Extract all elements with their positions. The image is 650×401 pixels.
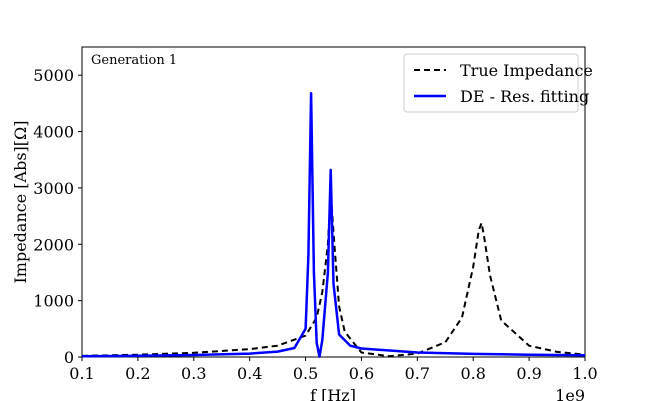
x-tick-label: 0.9 [516, 364, 541, 383]
x-tick-label: 0.6 [349, 364, 374, 383]
y-tick-label: 3000 [33, 179, 74, 198]
legend-label-true-impedance: True Impedance [460, 61, 593, 80]
series-line-de-res-fitting [81, 91, 586, 358]
generation-annotation: Generation 1 [91, 53, 177, 68]
y-axis-label: Impedance [Abs][Ω] [11, 120, 30, 283]
x-tick-label: 0.8 [460, 364, 485, 383]
x-axis-ticks: 0.1 0.2 0.3 0.4 0.5 0.6 0.7 0.8 0.9 1.0 [69, 357, 598, 383]
x-tick-label: 1.0 [572, 364, 597, 383]
x-axis-multiplier: 1e9 [555, 386, 585, 401]
x-tick-label: 0.4 [237, 364, 262, 383]
legend-box [403, 53, 579, 113]
legend-label-de-res-fitting: DE - Res. fitting [460, 87, 589, 106]
x-tick-label: 0.3 [181, 364, 206, 383]
legend: True Impedance DE - Res. fitting [403, 53, 593, 113]
x-tick-label: 0.1 [69, 364, 94, 383]
y-tick-label: 1000 [33, 292, 74, 311]
x-tick-label: 0.2 [125, 364, 150, 383]
y-tick-label: 2000 [33, 235, 74, 254]
y-tick-label: 5000 [33, 66, 74, 85]
series-line-true-impedance [81, 189, 586, 358]
y-axis-ticks: 0 1000 2000 3000 4000 5000 [33, 66, 82, 367]
x-tick-label: 0.5 [293, 364, 318, 383]
x-axis-label: f [Hz] [310, 386, 356, 401]
y-tick-label: 4000 [33, 123, 74, 142]
y-tick-label: 0 [64, 348, 74, 367]
x-tick-label: 0.7 [405, 364, 430, 383]
series-layer [81, 91, 586, 358]
plot-area [81, 46, 586, 358]
